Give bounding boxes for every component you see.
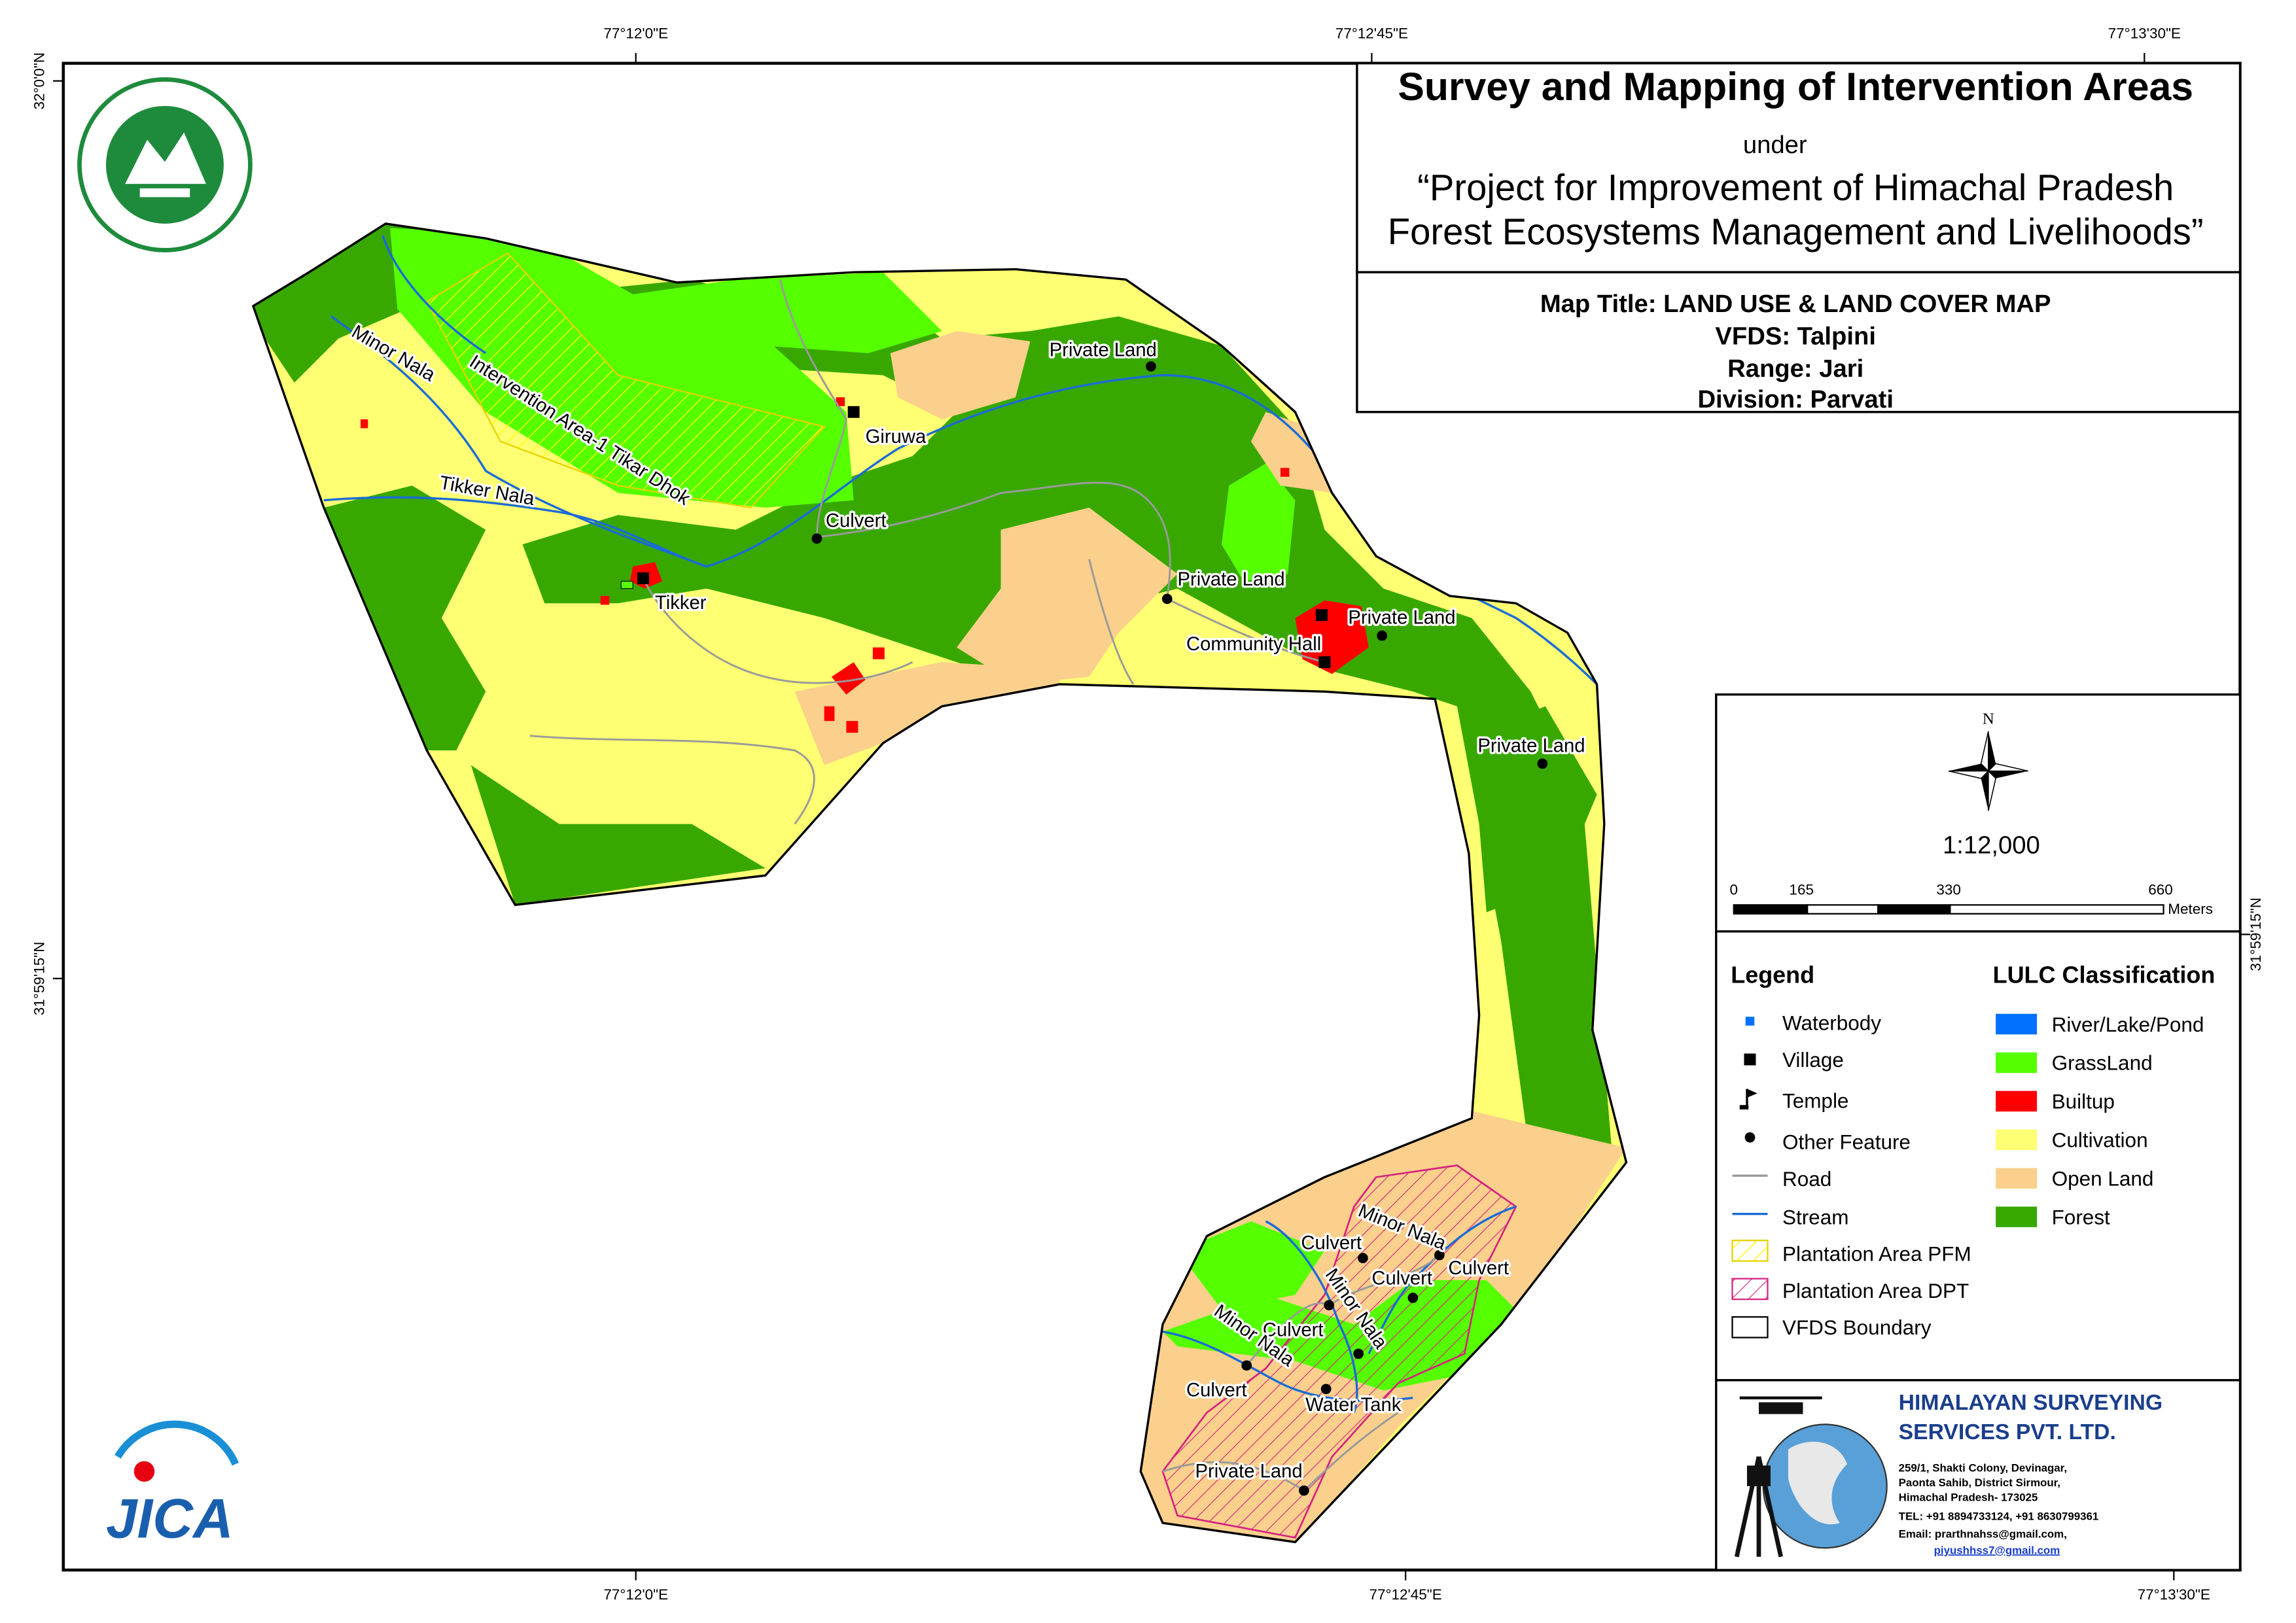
lulc-title: LULC Classification [1993, 962, 2216, 988]
lulc-swatch [1996, 1013, 2038, 1035]
scale-unit: Meters [2168, 901, 2213, 917]
company-address: Himachal Pradesh- 173025 [1899, 1491, 2038, 1503]
north-arrow [1948, 731, 2028, 811]
side-panel [1715, 693, 2242, 1571]
lulc-swatch [1996, 1052, 2038, 1073]
company-address: TEL: +91 8894733124, +91 8630799361 [1899, 1510, 2099, 1523]
project-line: Forest Ecosystems Management and Livelih… [1388, 211, 2204, 252]
lulc-item: GrassLand [2052, 1051, 2153, 1075]
legend-item: Village [1782, 1048, 1844, 1072]
legend-item: Other Feature [1782, 1130, 1911, 1154]
map-info: VFDS: Talpini [1715, 322, 1876, 350]
lulc-swatch [1996, 1168, 2038, 1189]
map-label: Culvert [1186, 1380, 1247, 1401]
legend-symbols [1731, 1017, 1769, 1338]
company-address: piyushhss7@gmail.com [1934, 1544, 2060, 1556]
title-box [1356, 62, 2242, 273]
company-address: Email: prarthnahss@gmail.com, [1899, 1528, 2067, 1541]
company-address: 259/1, Shakti Colony, Devinagar, [1899, 1461, 2067, 1474]
map-label: Water Tank [1305, 1395, 1402, 1416]
lulc-item: Open Land [2052, 1167, 2154, 1191]
latitude-label: 32°0'0"N [31, 52, 48, 110]
scale-tick: 165 [1789, 882, 1814, 898]
scale-bar [1733, 904, 2164, 915]
map-label: Culvert [1301, 1233, 1362, 1254]
vfds-boundary [251, 222, 1628, 1544]
scale-ratio: 1:12,000 [1943, 831, 2040, 860]
features [620, 361, 1548, 1496]
map-label: Community Hall [1186, 634, 1321, 655]
map-label: Giruwa [866, 427, 927, 447]
scale-tick: 0 [1729, 882, 1738, 898]
legend-item: Stream [1782, 1205, 1848, 1229]
scale-tick: 660 [2148, 882, 2173, 898]
forest-logo [77, 77, 253, 253]
map-label: Culvert [826, 510, 887, 531]
map-label: Tikker [655, 593, 707, 614]
subtitle: under [1743, 131, 1807, 159]
lulc-item: River/Lake/Pond [2052, 1013, 2204, 1036]
map-label: Culvert [1448, 1258, 1509, 1279]
company-name: SERVICES PVT. LTD. [1899, 1420, 2116, 1444]
company-address: Paonta Sahib, District Sirmour, [1899, 1476, 2060, 1489]
map-label: Private Land [1195, 1461, 1302, 1482]
lulc-item: Builtup [2052, 1090, 2115, 1113]
company-logo [1734, 1396, 1888, 1558]
lulc-swatch [1996, 1091, 2038, 1112]
graticule-ticks [53, 52, 2251, 1580]
legend-item: Road [1782, 1167, 1831, 1191]
map-label: Private Land [1477, 735, 1585, 756]
latitude-label: 31°59'15"N [31, 942, 48, 1016]
map-info: Division: Parvati [1697, 385, 1893, 413]
longitude-label: 77°13'30"E [2108, 25, 2181, 41]
map-label: Private Land [1050, 340, 1157, 360]
longitude-label: 77°12'45"E [1369, 1586, 1441, 1603]
map-info: Map Title: LAND USE & LAND COVER MAP [1540, 290, 2051, 318]
legend-item: VFDS Boundary [1782, 1316, 1932, 1339]
map-info-box [1356, 271, 2242, 413]
legend-item: Plantation Area PFM [1782, 1242, 1971, 1266]
north-label: N [1983, 710, 1994, 728]
latitude-label: 31°59'15"N [2248, 898, 2264, 971]
lulc-items: River/Lake/Pond GrassLand Builtup Cultivati… [1996, 1013, 2204, 1229]
legend-item: Waterbody [1782, 1011, 1881, 1035]
legend-item: Plantation Area DPT [1782, 1279, 1969, 1302]
map-label: Culvert [1371, 1268, 1432, 1289]
longitude-label: 77°12'45"E [1335, 25, 1408, 41]
map-label: Culvert [1263, 1319, 1324, 1340]
longitude-label: 77°13'30"E [2138, 1586, 2210, 1603]
lulc-item: Forest [2052, 1205, 2110, 1229]
lulc-swatch [1996, 1206, 2038, 1227]
map-info: Range: Jari [1727, 355, 1863, 383]
legend-item: Temple [1782, 1089, 1849, 1113]
jica-text: JICA [106, 1488, 234, 1550]
longitude-label: 77°12'0"E [603, 25, 668, 41]
jica-logo: JICA [106, 1420, 239, 1550]
longitude-label: 77°12'0"E [603, 1586, 668, 1603]
company-name: HIMALAYAN SURVEYING [1899, 1390, 2163, 1415]
map-label: Private Land [1177, 569, 1284, 590]
lulc-swatch [1996, 1129, 2038, 1151]
title: Survey and Mapping of Intervention Areas [1398, 64, 2193, 109]
lulc-item: Cultivation [2052, 1128, 2148, 1152]
scale-tick: 330 [1936, 882, 1961, 898]
legend-items: Waterbody Village Temple Other Feature R… [1782, 1011, 1971, 1340]
legend-title: Legend [1731, 962, 1814, 988]
map-label: Private Land [1348, 608, 1455, 629]
project-line: “Project for Improvement of Himachal Pra… [1417, 167, 2174, 208]
